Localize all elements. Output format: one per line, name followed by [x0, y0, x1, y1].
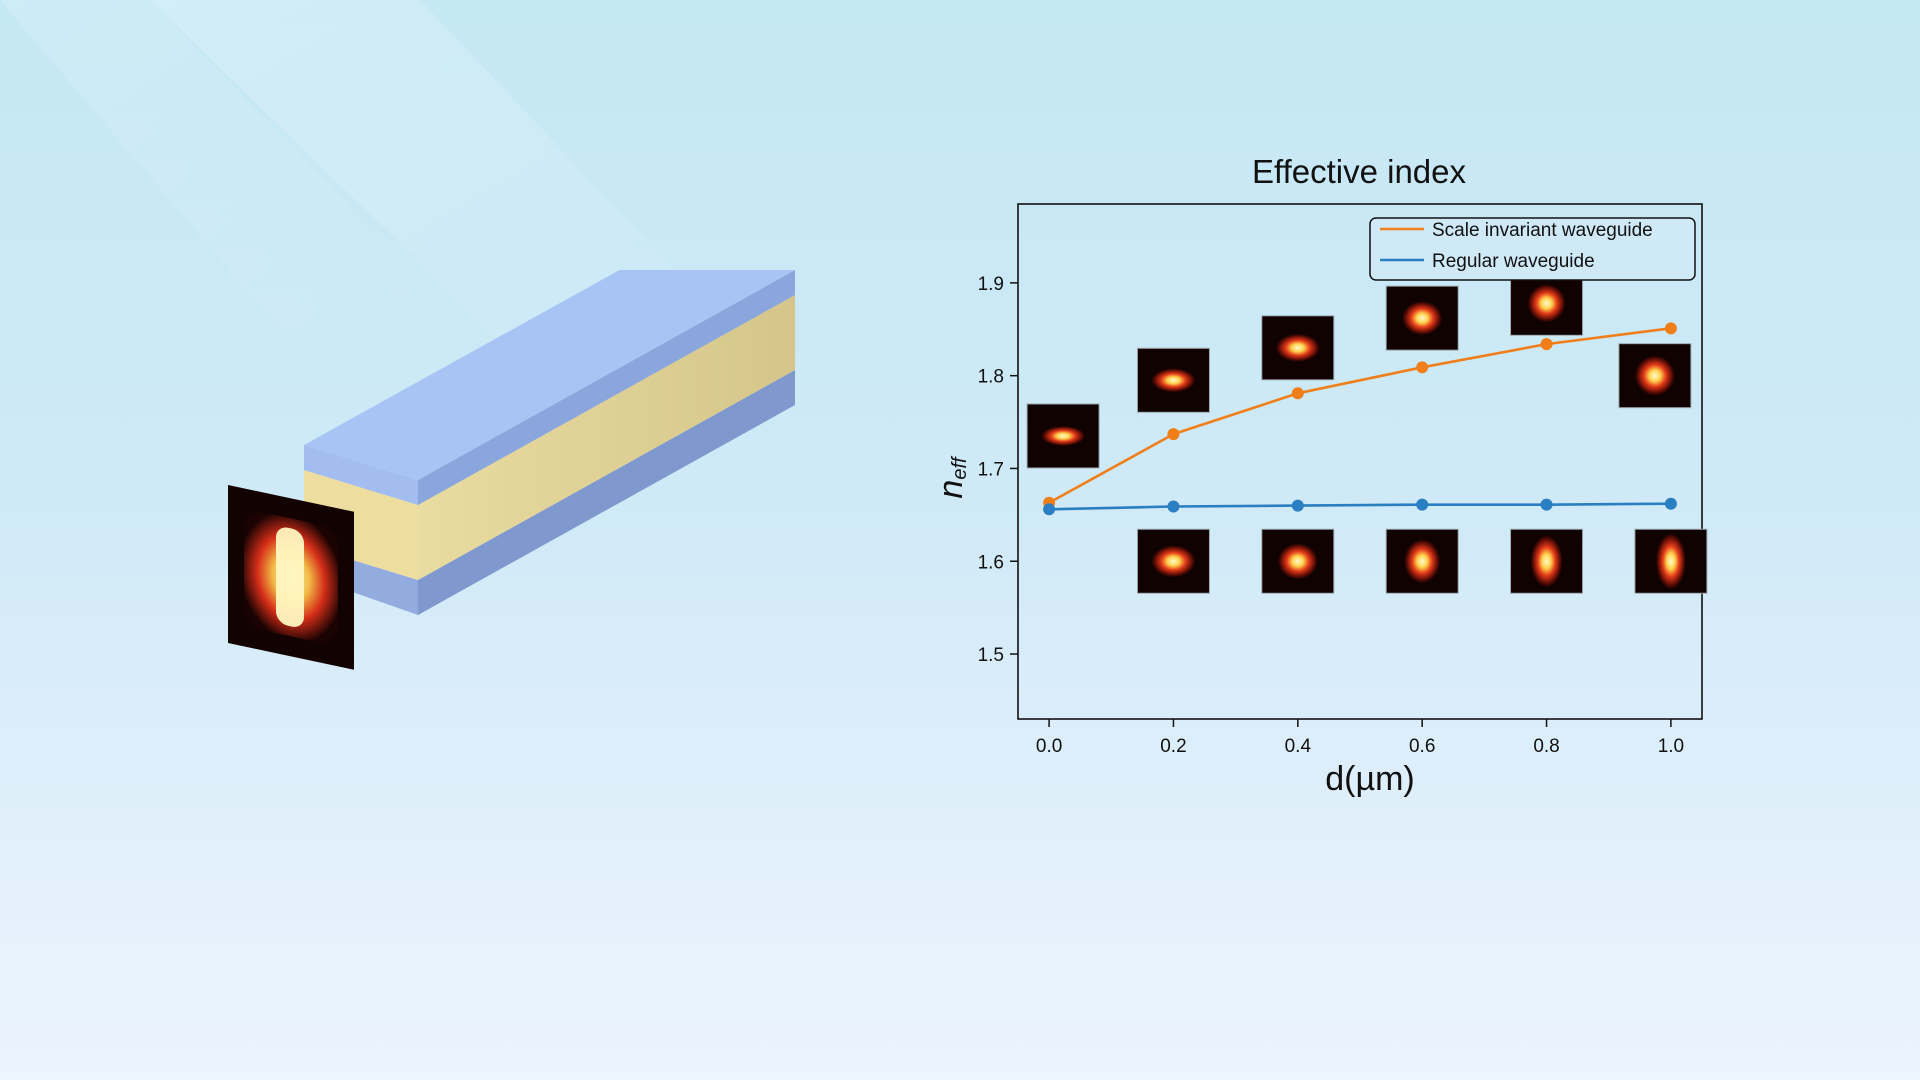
waveguide-3d-illustration: [228, 270, 795, 670]
y-tick-label: 1.7: [978, 459, 1004, 480]
x-tick-label: 1.0: [1658, 736, 1684, 757]
mode-inset-regular: [1510, 528, 1584, 594]
x-tick-label: 0.2: [1160, 736, 1186, 757]
x-axis: 0.0 0.2 0.4 0.6 0.8 1.0: [1036, 719, 1684, 757]
y-tick-label: 1.9: [978, 274, 1004, 295]
mode-profile-insets: [1026, 270, 1708, 594]
mode-inset-scale-invariant: [1136, 347, 1210, 413]
x-axis-label: d(µm): [1325, 760, 1414, 798]
x-tick-label: 0.6: [1409, 736, 1435, 757]
legend-box: [1369, 217, 1696, 281]
data-point-regular: [1167, 500, 1180, 513]
data-point-regular: [1540, 498, 1553, 511]
data-point-scale-invariant: [1540, 338, 1553, 351]
mode-inset-scale-invariant: [1026, 403, 1100, 469]
data-point-regular: [1664, 497, 1677, 510]
y-axis-label-subscript: eff: [949, 455, 971, 480]
mode-inset-regular: [1634, 528, 1708, 594]
x-tick-label: 0.8: [1533, 736, 1559, 757]
y-axis: 1.5 1.6 1.7 1.8 1.9: [978, 274, 1018, 666]
mode-inset-regular: [1136, 528, 1210, 594]
waveguide-core-side: [418, 295, 795, 580]
top-cladding-front: [304, 445, 418, 505]
chart-title: Effective index: [1252, 153, 1467, 190]
y-tick-label: 1.6: [978, 552, 1004, 573]
mode-inset-regular: [1261, 528, 1335, 594]
data-point-regular: [1291, 499, 1304, 512]
y-axis-label-main: n: [932, 480, 970, 499]
legend-label-scale-invariant: Scale invariant waveguide: [1432, 220, 1653, 241]
y-axis-label: neff: [932, 455, 971, 499]
series-layer: [1043, 322, 1677, 516]
y-tick-label: 1.8: [978, 367, 1004, 388]
top-cladding-top: [304, 270, 795, 480]
data-point-scale-invariant: [1416, 361, 1429, 374]
legend-label-regular: Regular waveguide: [1432, 251, 1595, 272]
data-point-scale-invariant: [1664, 322, 1677, 335]
x-tick-label: 0.4: [1285, 736, 1312, 757]
data-point-regular: [1043, 503, 1056, 516]
data-point-regular: [1416, 498, 1429, 511]
mode-inset-scale-invariant: [1510, 270, 1584, 336]
mode-profile-panel: [228, 485, 354, 670]
mode-inset-scale-invariant: [1261, 315, 1335, 381]
svg-text:neff: neff: [932, 455, 971, 499]
bottom-cladding-side: [418, 370, 795, 615]
legend: Scale invariant waveguide Regular wavegu…: [1369, 217, 1696, 281]
series-line-regular: [1049, 502, 1671, 511]
top-cladding-side: [418, 270, 795, 505]
y-tick-label: 1.5: [978, 645, 1004, 666]
mode-inset-scale-invariant: [1618, 343, 1692, 409]
plot-frame: [1017, 203, 1703, 720]
mode-inset-regular: [1385, 528, 1459, 594]
series-line-scale-invariant: [1048, 327, 1672, 504]
data-point-scale-invariant: [1291, 387, 1304, 400]
data-point-scale-invariant: [1167, 428, 1180, 441]
mode-inset-scale-invariant: [1385, 285, 1459, 351]
x-tick-label: 0.0: [1036, 736, 1062, 757]
